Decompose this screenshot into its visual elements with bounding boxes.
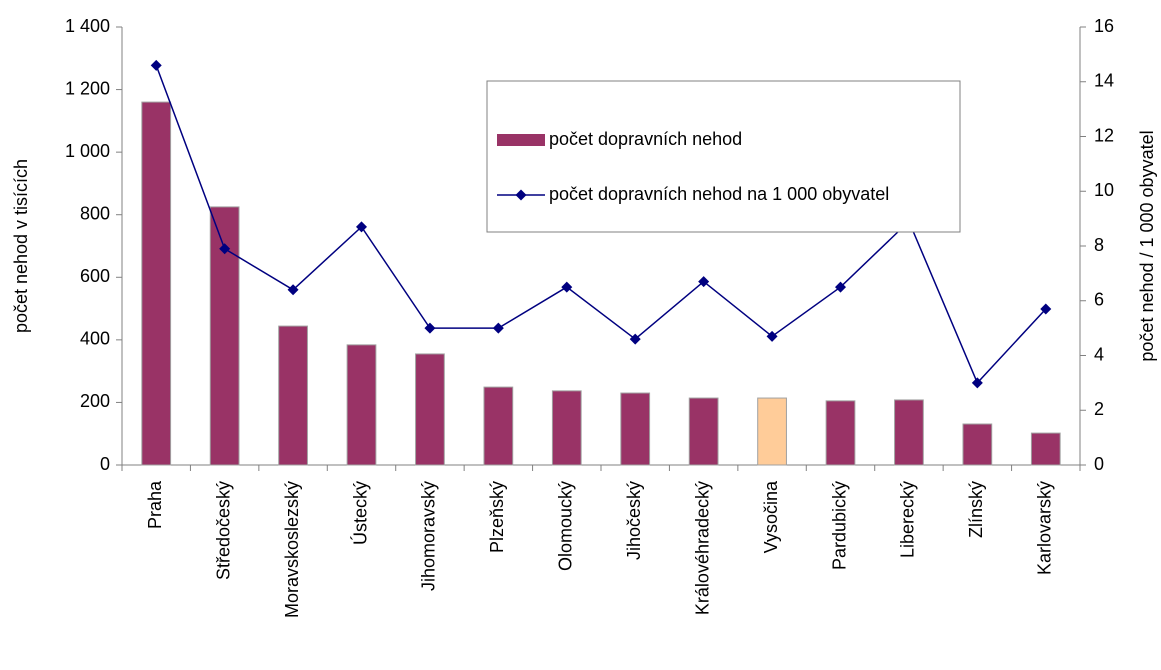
bar [278, 325, 308, 466]
marker [356, 221, 367, 233]
y-tick-label: 0 [100, 454, 110, 474]
y-tick-label: 600 [80, 266, 110, 286]
marker [1040, 303, 1052, 315]
x-tick-label: Karlovarský [1035, 481, 1055, 575]
legend-label: počet dopravních nehod [549, 129, 742, 149]
y2-tick-label: 0 [1094, 454, 1104, 474]
y-tick-label: 1 000 [65, 141, 110, 161]
x-tick-label: Zlínský [966, 481, 986, 538]
y2-tick-label: 12 [1094, 125, 1114, 145]
bar [962, 423, 993, 466]
y2-tick-label: 14 [1094, 71, 1114, 91]
bar [551, 390, 582, 466]
x-tick-label: Praha [145, 480, 165, 529]
x-tick-label: Jihočeský [624, 481, 644, 560]
marker [629, 333, 641, 345]
bar [415, 353, 445, 466]
marker [424, 322, 436, 334]
y-tick-label: 1 200 [65, 78, 110, 98]
y-tick-label: 400 [80, 329, 110, 349]
marker [287, 284, 299, 296]
legend-box [486, 80, 961, 233]
bar [825, 400, 856, 466]
x-tick-label: Vysočina [761, 480, 781, 553]
bar [894, 399, 924, 466]
x-tick-label: Ústecký [349, 481, 370, 545]
bar [688, 397, 719, 466]
marker [835, 281, 846, 293]
y2-tick-label: 2 [1094, 399, 1104, 419]
y-tick-label: 1 400 [65, 16, 110, 36]
marker [561, 281, 573, 293]
x-tick-label: Královéhradecký [692, 481, 712, 615]
legend-swatch [497, 134, 545, 146]
marker [219, 243, 231, 255]
y-axis-title: počet nehod v tisících [11, 159, 31, 333]
x-tick-label: Jihomoravský [419, 481, 439, 591]
x-tick-label: Pardubický [829, 481, 849, 570]
y2-tick-label: 4 [1094, 344, 1104, 364]
bar [483, 386, 514, 466]
legend-marker [515, 189, 527, 201]
bar [757, 397, 787, 466]
marker [150, 59, 162, 71]
x-tick-label: Liberecký [898, 481, 918, 558]
y2-tick-label: 6 [1094, 290, 1104, 310]
bar [620, 392, 651, 466]
marker [492, 322, 504, 334]
x-tick-label: Plzeňský [487, 481, 507, 553]
y2-tick-label: 10 [1094, 180, 1114, 200]
y2-tick-label: 8 [1094, 235, 1104, 255]
x-tick-label: Moravskoslezský [282, 481, 302, 618]
y2-axis-title: počet nehod / 1 000 obyvatel [1137, 130, 1157, 361]
x-tick-label: Olomoucký [556, 481, 576, 571]
y2-tick-label: 16 [1094, 16, 1114, 36]
x-tick-label: Středočeský [213, 481, 233, 580]
marker [698, 276, 710, 288]
bar [141, 101, 172, 466]
y-tick-label: 800 [80, 203, 110, 223]
marker [766, 330, 778, 342]
y-tick-label: 200 [80, 391, 110, 411]
marker [971, 377, 983, 389]
bar [346, 344, 377, 466]
bar [1030, 432, 1061, 466]
legend-label: počet dopravních nehod na 1 000 obyvatel [549, 184, 889, 204]
